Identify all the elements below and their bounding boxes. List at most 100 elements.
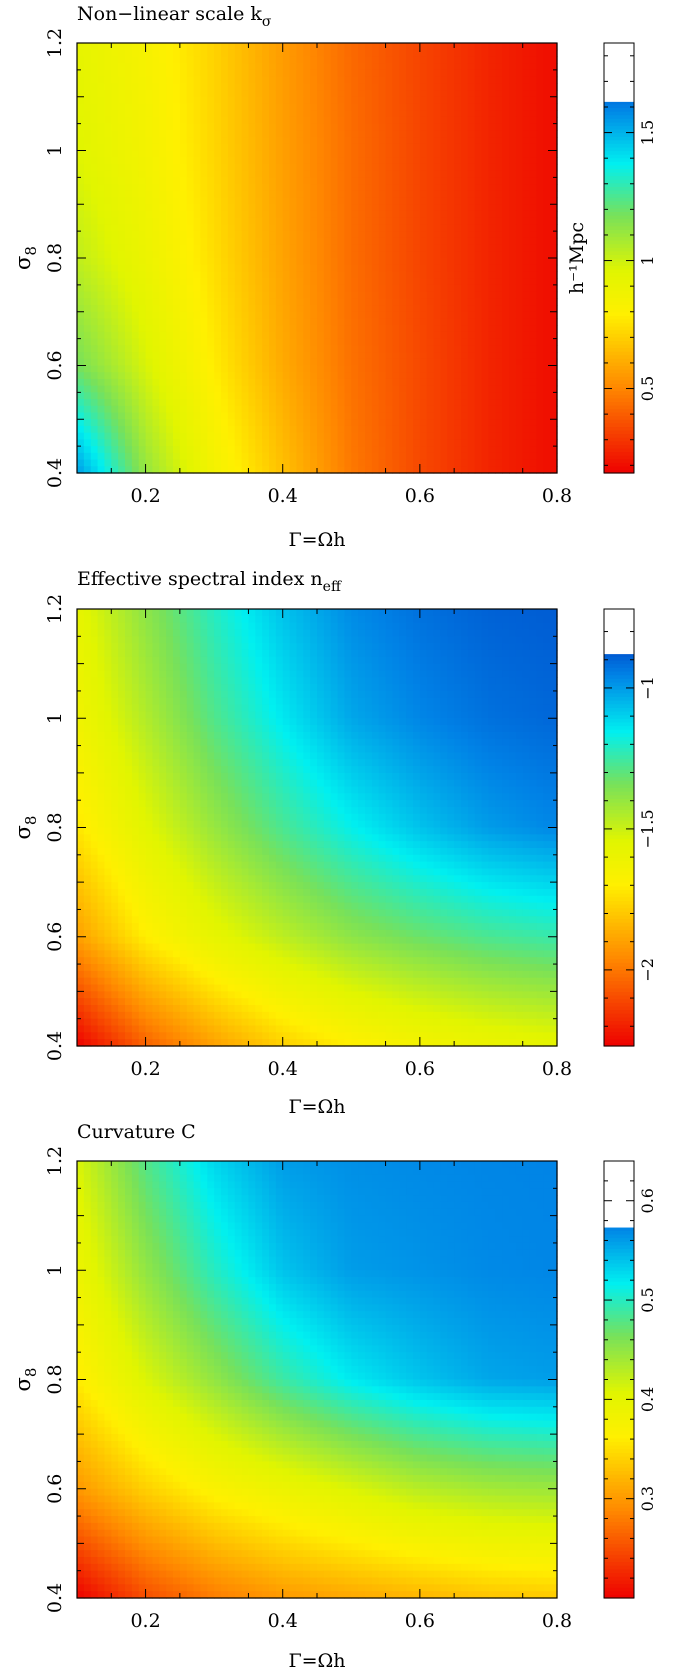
heatmap-cell <box>97 298 106 306</box>
heatmap-cell <box>104 352 112 360</box>
heatmap-cell <box>83 69 92 78</box>
heatmap-cell <box>419 365 428 373</box>
heatmap-cell <box>433 622 442 631</box>
heatmap-cell <box>543 231 551 239</box>
heatmap-cell <box>138 90 147 98</box>
heatmap-cell <box>399 271 407 279</box>
heatmap-cell <box>488 609 496 617</box>
heatmap-cell <box>200 298 208 306</box>
heatmap-cell <box>502 237 510 246</box>
heatmap-cell <box>365 231 373 239</box>
heatmap-cell <box>248 137 256 145</box>
heatmap-cell <box>399 331 407 340</box>
heatmap-cell <box>337 76 346 84</box>
heatmap-cell <box>152 258 160 266</box>
heatmap-cell <box>399 419 407 427</box>
heatmap-cell <box>529 325 538 333</box>
heatmap-cell <box>282 258 291 266</box>
heatmap-cell <box>234 244 243 252</box>
heatmap-cell <box>200 392 208 400</box>
heatmap-cell <box>125 83 133 91</box>
colorbar-segment <box>604 290 634 295</box>
heatmap-cell <box>351 412 359 420</box>
heatmap-cell <box>207 251 215 259</box>
heatmap-cell <box>495 331 503 340</box>
heatmap-cell <box>358 110 366 118</box>
heatmap-cell <box>536 130 544 138</box>
heatmap-cell <box>173 130 181 138</box>
heatmap-cell <box>413 251 421 259</box>
heatmap-cell <box>467 258 476 266</box>
heatmap-cell <box>152 244 160 252</box>
heatmap-cell <box>173 311 181 320</box>
heatmap-cell <box>90 338 99 346</box>
heatmap-cell <box>358 629 366 637</box>
heatmap-cell <box>522 110 531 118</box>
heatmap-cell <box>207 231 215 239</box>
heatmap-cell <box>234 622 243 631</box>
heatmap-cell <box>234 439 243 447</box>
heatmap-cell <box>461 258 469 266</box>
heatmap-cell <box>358 358 366 367</box>
heatmap-cell <box>131 177 140 185</box>
heatmap-cell <box>125 399 133 407</box>
heatmap-cell <box>221 184 229 192</box>
heatmap-cell <box>413 224 421 232</box>
heatmap-cell <box>461 338 469 346</box>
heatmap-cell <box>145 177 154 185</box>
heatmap-cell <box>282 345 291 353</box>
heatmap-cell <box>406 271 414 279</box>
heatmap-cell <box>426 392 435 400</box>
heatmap-cell <box>413 629 421 637</box>
heatmap-cell <box>173 358 181 367</box>
heatmap-cell <box>186 130 195 138</box>
heatmap-cell <box>509 298 517 306</box>
heatmap-cell <box>378 190 387 199</box>
heatmap-cell <box>255 446 263 454</box>
heatmap-cell <box>234 419 243 427</box>
heatmap-cell <box>509 425 517 434</box>
heatmap-cell <box>125 338 133 346</box>
heatmap-cell <box>461 103 469 111</box>
heatmap-cell <box>426 345 435 353</box>
heatmap-cell <box>241 103 250 111</box>
heatmap-cell <box>125 352 133 360</box>
heatmap-cell <box>351 150 359 158</box>
heatmap-cell <box>118 143 126 152</box>
heatmap-cell <box>138 325 147 333</box>
heatmap-cell <box>77 278 85 286</box>
heatmap-cell <box>207 446 215 454</box>
heatmap-cell <box>193 331 202 340</box>
heatmap-cell <box>399 615 407 624</box>
heatmap-cell <box>454 446 462 454</box>
heatmap-cell <box>296 412 304 420</box>
heatmap-cell <box>433 345 442 353</box>
heatmap-cell <box>289 345 298 353</box>
heatmap-cell <box>419 210 428 219</box>
heatmap-cell <box>330 170 339 178</box>
heatmap-cell <box>351 264 359 273</box>
heatmap-cell <box>152 615 160 624</box>
heatmap-cell <box>200 163 208 172</box>
heatmap-cell <box>481 116 490 125</box>
heatmap-cell <box>97 63 106 71</box>
heatmap-cell <box>399 143 407 152</box>
heatmap-cell <box>200 325 208 333</box>
heatmap-cell <box>310 271 318 279</box>
heatmap-cell <box>337 622 346 631</box>
heatmap-cell <box>248 271 256 279</box>
heatmap-cell <box>536 365 544 373</box>
heatmap-cell <box>467 204 476 212</box>
heatmap-cell <box>550 157 558 165</box>
heatmap-cell <box>227 358 236 367</box>
heatmap-cell <box>186 143 195 152</box>
heatmap-cell <box>447 615 455 624</box>
heatmap-cell <box>83 96 92 105</box>
heatmap-cell <box>296 177 304 185</box>
heatmap-cell <box>166 123 174 131</box>
heatmap-cell <box>248 210 256 219</box>
heatmap-cell <box>111 392 119 400</box>
heatmap-cell <box>166 177 174 185</box>
heatmap-cell <box>173 352 181 360</box>
heatmap-cell <box>152 96 160 105</box>
